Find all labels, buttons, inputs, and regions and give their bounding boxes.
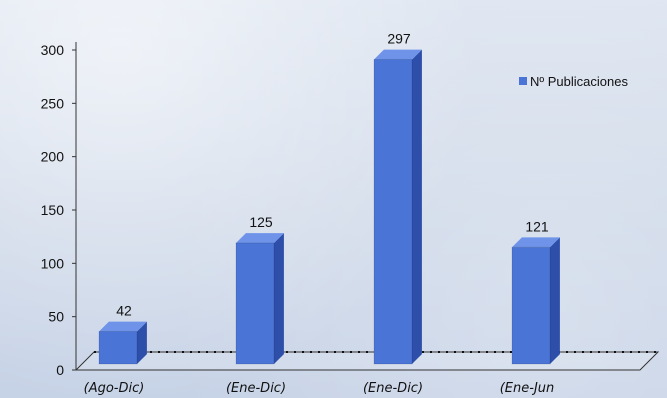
y-tick-label: 100 [41,255,65,271]
y-tick-label: 50 [48,309,64,325]
bar-side [412,49,422,364]
bar [511,246,551,365]
bar [235,242,275,365]
x-category-label: (Ene-Jun [500,381,555,396]
bar [98,331,138,365]
y-tick-label: 250 [41,95,65,111]
legend-swatch [519,77,527,85]
y-tick-label: 150 [41,202,65,218]
y-tick-label: 300 [41,42,65,58]
y-tick-label: 200 [41,149,65,165]
x-category-label: (Ene-Dic) [363,381,423,396]
bar-side [137,321,147,364]
bar-layer [98,49,560,365]
x-category-label: (Ene-Dic) [226,381,286,396]
axis-layer [72,42,660,371]
bar-value-label: 121 [525,218,549,234]
legend-label: Nº Publicaciones [530,74,628,89]
bar-top [374,49,422,60]
bar-value-label: 42 [116,303,132,319]
y-tick-label: 0 [56,362,64,378]
bar-side [550,237,560,364]
bar-top [99,321,147,332]
bar-value-label: 125 [249,214,273,230]
bar-top [236,233,284,243]
bar-side [274,233,284,364]
x-category-label: (Ago-Dic) [84,381,145,396]
text-layer: 0 50 100 150 200 250 300 42 125 297 121 (Ago-Dic) (E… [41,31,555,396]
chart-floor [74,351,660,371]
bar [373,59,413,365]
legend-layer: Nº Publicaciones [519,74,628,89]
bar-top [512,237,560,248]
bar-value-label: 297 [387,31,411,47]
